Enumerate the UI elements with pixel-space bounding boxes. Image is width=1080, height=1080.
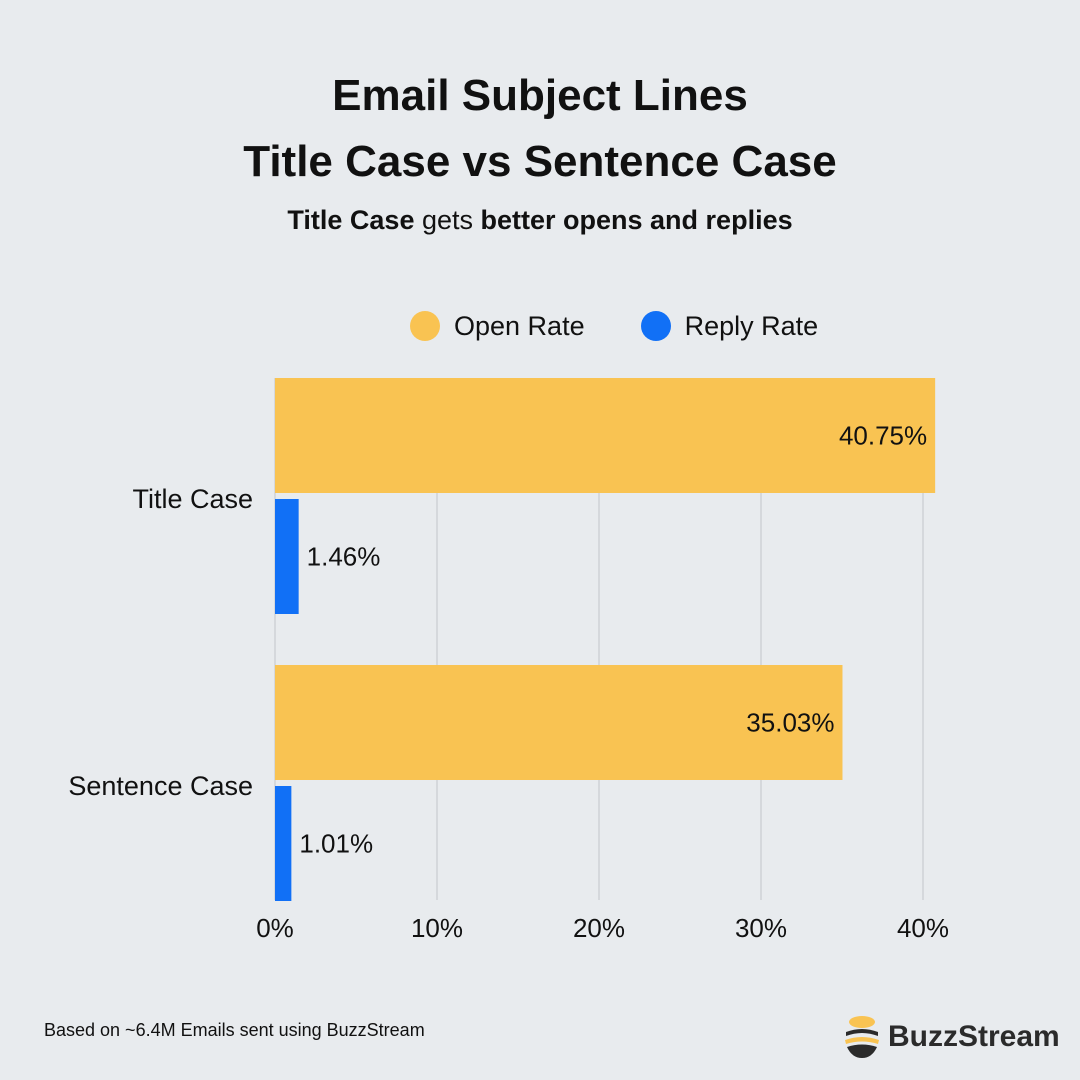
subtitle-emphasis-title-case: Title Case	[287, 205, 415, 235]
chart-subtitle: Title Case gets better opens and replies	[0, 204, 1080, 236]
category-label-title-case: Title Case	[132, 484, 253, 514]
legend-label-open-rate: Open Rate	[454, 310, 585, 341]
subtitle-connector: gets	[414, 205, 481, 235]
data-label-open-rate-sentence-case: 35.03%	[746, 708, 834, 738]
legend-swatch-reply-rate	[640, 311, 671, 341]
legend-item-reply-rate: Reply Rate	[640, 310, 819, 342]
x-tick-label-10: 10%	[411, 913, 463, 943]
bar-reply-rate-title-case	[275, 499, 299, 614]
legend-label-reply-rate: Reply Rate	[684, 310, 819, 341]
bar-open-rate-sentence-case	[275, 665, 843, 780]
legend-item-open-rate: Open Rate	[410, 311, 585, 342]
x-tick-label-30: 30%	[735, 913, 787, 943]
bee-logo-icon	[845, 1016, 879, 1058]
chart-legend: Open Rate Reply Rate	[410, 306, 874, 346]
data-label-open-rate-title-case: 40.75%	[839, 421, 927, 451]
x-tick-label-40: 40%	[897, 913, 949, 943]
chart-title-line-2: Title Case vs Sentence Case	[243, 137, 837, 186]
bar-open-rate-title-case	[275, 378, 936, 493]
data-label-reply-rate-title-case: 1.46%	[307, 542, 381, 572]
subtitle-emphasis-result: better opens and replies	[480, 205, 793, 235]
x-tick-label-0: 0%	[256, 913, 294, 943]
brand-name: BuzzStream	[888, 1020, 1060, 1053]
brand-logo: BuzzStream	[842, 1012, 1060, 1062]
chart-title-line-1: Email Subject Lines	[332, 71, 748, 120]
footer-source-note: Based on ~6.4M Emails sent using BuzzStr…	[44, 1020, 425, 1040]
data-label-reply-rate-sentence-case: 1.01%	[299, 829, 373, 859]
legend-swatch-open-rate	[410, 311, 440, 341]
category-label-sentence-case: Sentence Case	[68, 771, 253, 801]
bar-reply-rate-sentence-case	[275, 786, 292, 901]
x-tick-label-20: 20%	[573, 913, 625, 943]
